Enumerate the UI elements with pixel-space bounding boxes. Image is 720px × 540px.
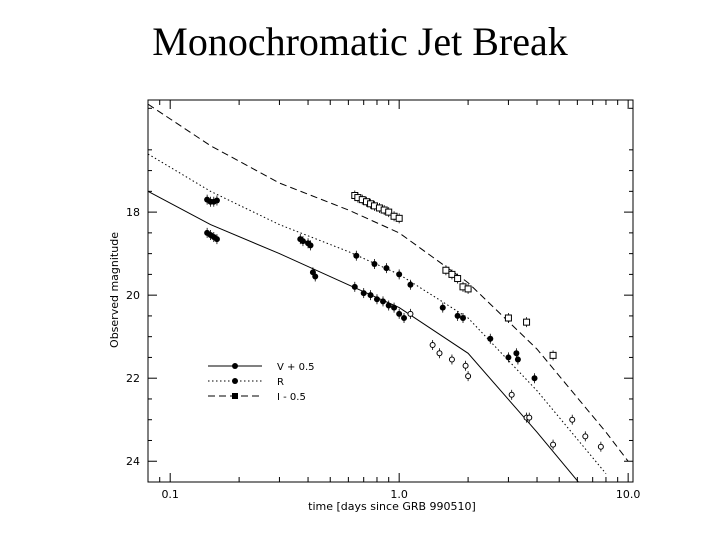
slide-title: Monochromatic Jet Break <box>152 19 568 64</box>
legend: V + 0.5 R I - 0.5 <box>208 362 314 403</box>
data-point-0 <box>367 292 374 299</box>
data-point-0 <box>429 341 436 348</box>
data-point-0 <box>401 314 408 321</box>
data-point-2 <box>504 314 512 322</box>
data-point-0 <box>380 298 387 305</box>
data-point-1 <box>407 281 414 288</box>
model-line-1 <box>148 153 607 475</box>
data-point-1 <box>371 261 378 268</box>
x-axis-title: time [days since GRB 990510] <box>308 500 476 513</box>
data-point-0 <box>385 302 392 309</box>
data-point-2 <box>549 351 557 359</box>
data-point-1 <box>459 314 466 321</box>
data-point-0 <box>526 414 533 421</box>
data-point-1 <box>454 312 461 319</box>
data-point-1 <box>213 197 220 204</box>
data-point-0 <box>213 236 220 243</box>
legend-label: I - 0.5 <box>277 392 306 403</box>
data-point-2 <box>464 285 472 293</box>
data-point-1 <box>353 252 360 259</box>
legend-marker <box>232 363 238 369</box>
data-points <box>204 190 604 452</box>
model-curves <box>148 103 629 482</box>
data-point-0 <box>462 362 469 369</box>
x-tick-label: 10.0 <box>616 488 641 501</box>
plot-frame <box>147 99 634 483</box>
legend-label: V + 0.5 <box>277 362 314 373</box>
legend-label: R <box>277 377 284 388</box>
y-tick-label: 18 <box>126 206 140 219</box>
data-point-1 <box>505 354 512 361</box>
data-point-0 <box>465 373 472 380</box>
y-axis-title: Observed magnitude <box>108 232 121 348</box>
data-point-1 <box>396 271 403 278</box>
x-tick-label: 1.0 <box>390 488 408 501</box>
data-point-1 <box>487 335 494 342</box>
data-point-0 <box>351 283 358 290</box>
data-point-1 <box>383 265 390 272</box>
data-point-2 <box>442 266 450 274</box>
data-point-2 <box>523 318 531 326</box>
data-point-1 <box>307 242 314 249</box>
data-point-0 <box>436 350 443 357</box>
data-point-1 <box>531 375 538 382</box>
legend-marker <box>232 393 238 399</box>
data-point-0 <box>407 310 414 317</box>
data-point-2 <box>448 270 456 278</box>
data-point-2 <box>454 275 462 283</box>
data-point-0 <box>597 443 604 450</box>
y-tick-label: 24 <box>126 455 140 468</box>
y-tick-label: 20 <box>126 289 140 302</box>
data-point-0 <box>396 310 403 317</box>
data-point-0 <box>312 273 319 280</box>
data-point-0 <box>582 433 589 440</box>
data-point-0 <box>373 296 380 303</box>
x-tick-label: 0.1 <box>161 488 179 501</box>
data-point-0 <box>391 304 398 311</box>
y-tick-label: 22 <box>126 372 140 385</box>
data-point-1 <box>514 356 521 363</box>
model-line-2 <box>148 103 629 462</box>
data-point-1 <box>439 304 446 311</box>
data-point-0 <box>508 391 515 398</box>
data-point-2 <box>385 208 393 216</box>
data-point-2 <box>395 214 403 222</box>
data-point-0 <box>569 416 576 423</box>
legend-marker <box>232 378 238 384</box>
data-point-1 <box>513 350 520 357</box>
data-point-0 <box>448 356 455 363</box>
data-point-0 <box>550 441 557 448</box>
data-point-0 <box>360 290 367 297</box>
data-point-1 <box>299 238 306 245</box>
axis-ticks: 0.1 1.0 10.0 18 20 22 24 <box>126 100 640 501</box>
